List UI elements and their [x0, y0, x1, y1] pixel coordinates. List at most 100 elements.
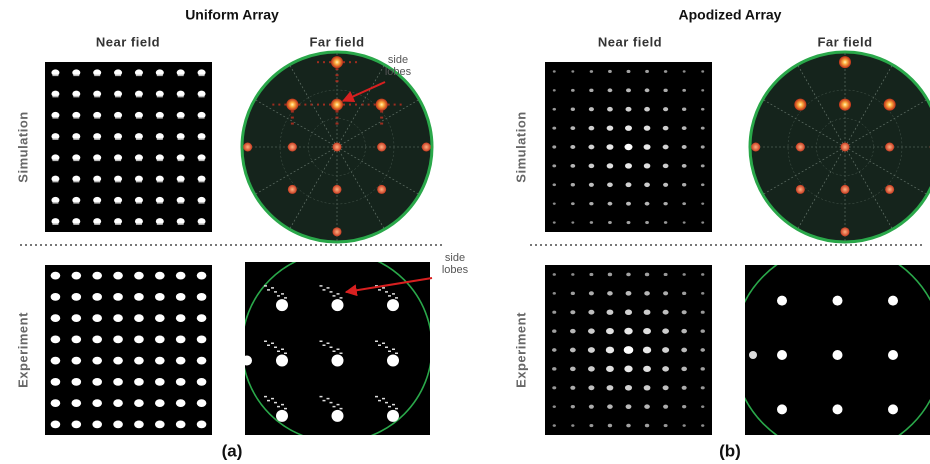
spot — [588, 347, 595, 353]
spot — [589, 164, 595, 169]
speckle — [385, 347, 388, 349]
speckle — [382, 343, 385, 345]
speckle — [323, 289, 326, 291]
spot — [663, 385, 669, 390]
spot — [113, 272, 123, 280]
spot — [553, 108, 556, 111]
spot-tail — [115, 160, 121, 162]
spot-tail — [136, 96, 142, 98]
spot — [176, 336, 186, 344]
spot-tail — [52, 75, 58, 77]
speckle — [333, 295, 336, 297]
spot — [113, 357, 123, 365]
spot-tail — [94, 75, 100, 77]
spot — [197, 314, 207, 322]
side-lobe — [380, 117, 383, 119]
side-lobe — [310, 104, 312, 106]
spot-tail — [199, 75, 205, 77]
spot — [607, 107, 613, 112]
spot — [332, 355, 344, 367]
spot — [682, 126, 687, 130]
side-lobe — [368, 104, 370, 106]
spot — [155, 378, 165, 386]
spot — [888, 350, 898, 360]
spot — [588, 366, 595, 371]
spot — [626, 273, 631, 277]
spot — [72, 336, 82, 344]
spot-tail — [157, 160, 163, 162]
speckle — [327, 287, 330, 289]
spot — [664, 221, 667, 224]
spot — [51, 272, 61, 280]
spot — [155, 272, 165, 280]
lobe — [841, 185, 850, 194]
lobe — [333, 185, 342, 194]
spot — [608, 202, 613, 206]
spot — [682, 292, 686, 295]
speckle — [385, 402, 388, 404]
speckle — [382, 398, 385, 400]
speckle — [274, 347, 277, 349]
spot — [570, 145, 575, 149]
spot — [589, 273, 593, 276]
spot — [387, 410, 399, 422]
spot — [176, 357, 186, 365]
spot — [197, 399, 207, 407]
spot — [608, 70, 612, 73]
lobe — [376, 99, 388, 111]
spot — [700, 348, 705, 352]
spot — [643, 347, 651, 354]
spot — [553, 203, 556, 205]
spot — [92, 293, 102, 301]
spot — [113, 314, 123, 322]
speckle — [284, 408, 287, 410]
annotation: lobes — [385, 66, 412, 78]
side-lobe — [291, 111, 294, 113]
spot — [332, 410, 344, 422]
spot — [72, 314, 82, 322]
spot — [777, 350, 787, 360]
spot — [553, 70, 556, 72]
speckle — [375, 396, 378, 398]
spot — [72, 272, 82, 280]
spot — [701, 292, 704, 295]
column-label: Near field — [598, 34, 662, 49]
spot — [113, 421, 123, 429]
spot — [626, 424, 631, 428]
spot — [571, 89, 575, 92]
spot — [608, 221, 612, 224]
spot — [155, 314, 165, 322]
spot — [645, 424, 649, 428]
spot — [607, 182, 613, 187]
spot — [701, 424, 704, 427]
side-lobe — [323, 61, 325, 63]
spot — [113, 399, 123, 407]
row-label: Experiment — [15, 312, 30, 388]
side-lobe — [329, 61, 331, 63]
spot — [701, 273, 704, 276]
spot — [155, 421, 165, 429]
lobe — [884, 99, 896, 111]
spot-tail — [157, 181, 163, 183]
spot — [134, 272, 144, 280]
spot — [626, 404, 632, 409]
spot — [701, 89, 704, 91]
spot — [626, 291, 632, 296]
spot — [571, 107, 575, 110]
spot-tail — [94, 202, 100, 204]
spot-tail — [178, 202, 184, 204]
spot-tail — [115, 138, 121, 140]
spot — [588, 145, 594, 150]
spot-tail — [115, 181, 121, 183]
panel-label: (b) — [719, 441, 741, 460]
side-lobe — [336, 74, 339, 76]
spot — [644, 144, 651, 150]
spot — [608, 273, 612, 277]
side-lobe — [336, 117, 339, 119]
spot — [626, 182, 632, 187]
spot — [606, 144, 613, 150]
spot-tail — [178, 181, 184, 183]
spot — [645, 202, 650, 206]
spot — [552, 145, 556, 148]
spot — [643, 328, 651, 334]
